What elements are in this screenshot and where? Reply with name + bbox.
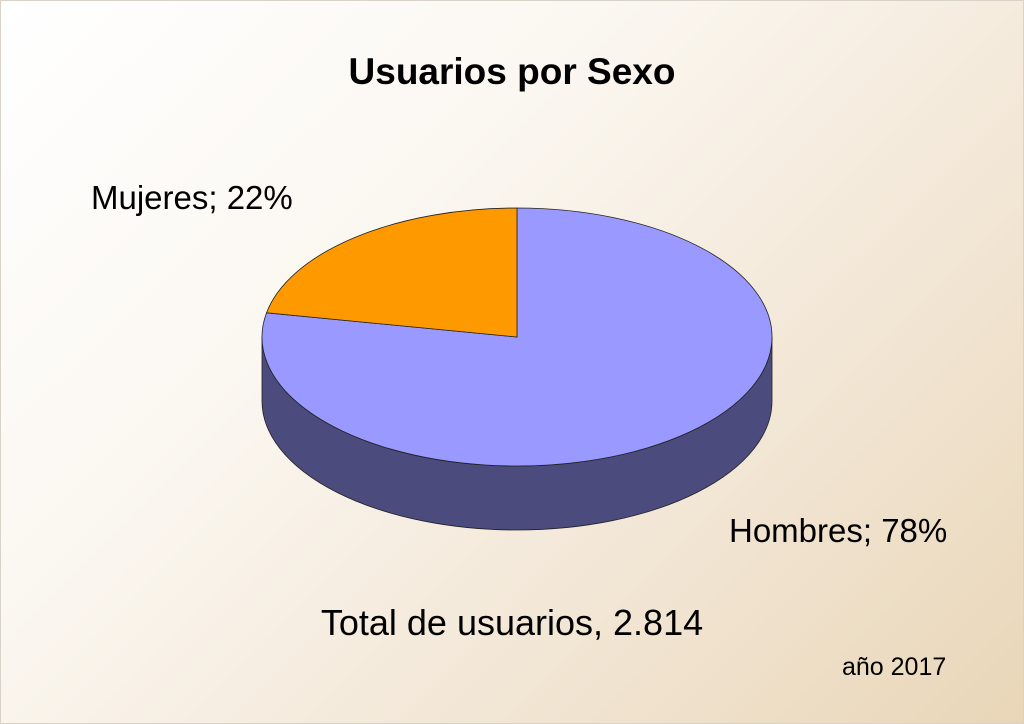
chart-title: Usuarios por Sexo [348,51,676,92]
slice-label-mujeres: Mujeres; 22% [91,179,293,216]
slice-label-hombres: Hombres; 78% [729,512,948,549]
pie-top-group [261,207,773,467]
year-annotation: año 2017 [842,653,947,681]
total-users-annotation: Total de usuarios, 2.814 [320,602,704,643]
pie-slice-mujeres [265,207,518,338]
